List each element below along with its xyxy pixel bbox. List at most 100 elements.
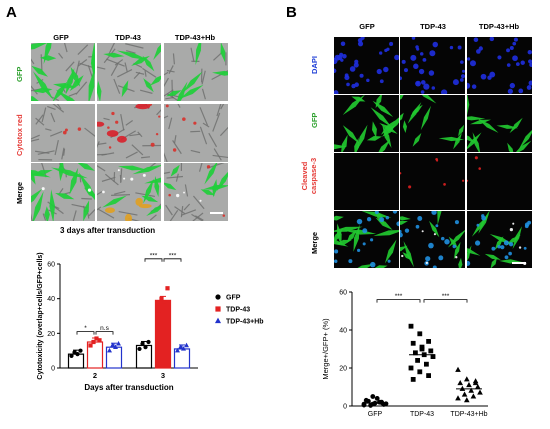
- panel-a-scale-bar: [210, 212, 223, 214]
- legend-label: TDP-43: [226, 307, 250, 314]
- data-point: [461, 391, 468, 397]
- bar-gfp: [135, 344, 153, 369]
- panel-b-letter: B: [286, 4, 297, 21]
- significance-bracket: [144, 258, 163, 262]
- data-point: [72, 350, 77, 355]
- data-point: [463, 376, 470, 382]
- x-tick-label: TDP-43+Hb: [450, 411, 487, 418]
- data-point: [366, 398, 371, 404]
- panel-b-micrograph-r4c1: [334, 211, 399, 268]
- data-point: [113, 344, 118, 349]
- significance-label: n.s: [100, 325, 109, 332]
- data-point: [383, 401, 389, 407]
- x-tick-label: 2: [93, 371, 97, 380]
- significance-bracket: [376, 299, 421, 303]
- data-point: [146, 339, 151, 345]
- data-point: [181, 346, 186, 351]
- panel-a-row-gfp: GFP: [15, 66, 24, 82]
- data-point: [137, 346, 142, 352]
- panel-a-micrograph-r3c3: [164, 163, 228, 221]
- data-point: [162, 300, 167, 305]
- data-point: [410, 377, 416, 382]
- data-point: [370, 394, 376, 399]
- data-point: [78, 348, 83, 353]
- significance-label: ***: [395, 293, 403, 300]
- data-point: [361, 401, 367, 407]
- panel-b-micrograph-r2c1: [334, 95, 399, 152]
- y-tick-label: 20: [47, 331, 55, 338]
- panel-a-row-cytotox: Cytotox red: [15, 114, 24, 156]
- data-point: [417, 369, 423, 375]
- panel-a-micrograph-r2c2: [97, 104, 161, 162]
- panel-a-micrograph-r2c3: [164, 104, 228, 162]
- significance-bracket: [76, 331, 95, 335]
- data-point: [419, 344, 425, 350]
- data-point: [466, 381, 472, 388]
- data-point: [75, 352, 80, 357]
- panel-b-col-tdp43: TDP-43: [420, 22, 446, 31]
- panel-b-col-gfp: GFP: [359, 22, 375, 31]
- data-point: [457, 380, 464, 386]
- panel-b-micrograph-r4c3: [467, 211, 532, 268]
- panel-b-micrograph-r2c3: [467, 95, 532, 152]
- panel-b-micrograph-r1c2: [400, 37, 465, 94]
- data-point: [156, 308, 161, 313]
- data-point: [91, 339, 96, 345]
- panel-a-letter: A: [6, 4, 17, 21]
- legend-label: GFP: [226, 295, 241, 302]
- x-axis-label: Days after transduction: [84, 383, 173, 392]
- data-point: [474, 383, 481, 389]
- y-tick-label: 40: [339, 328, 347, 335]
- significance-bracket: [95, 331, 114, 335]
- panel-b-row-merge: Merge: [310, 231, 319, 254]
- data-point: [472, 380, 479, 386]
- panel-b-dot-plot: 0 20 40 60 Merge+/GFP+ (%) GFP TDP-43 TDP-43+Hb…: [321, 290, 488, 418]
- data-point: [413, 350, 418, 356]
- y-axis-label: Cytotoxicity (overlap+cells/GFP+cells): [37, 252, 44, 379]
- data-point: [426, 373, 431, 378]
- significance-bracket: [163, 258, 182, 262]
- y-tick-label: 20: [339, 366, 347, 373]
- data-point: [97, 338, 102, 343]
- data-point: [116, 340, 121, 346]
- data-point: [165, 286, 170, 291]
- data-point: [424, 361, 429, 367]
- panel-b-micrograph-r3c1: [334, 153, 399, 210]
- data-point: [374, 396, 380, 401]
- panel-a-col-gfp: GFP: [53, 33, 69, 42]
- x-tick-label: GFP: [368, 411, 383, 418]
- panel-b-micrograph-r2c2: [400, 95, 465, 152]
- panel-b-row-caspase-label: Cleaved caspase-3: [300, 157, 318, 195]
- data-point: [178, 344, 183, 349]
- panel-a-micrograph-r1c2: [97, 43, 161, 101]
- panel-a-row-merge: Merge: [15, 181, 24, 204]
- legend-marker: [215, 306, 221, 312]
- data-point: [110, 342, 115, 348]
- panel-b-micrograph-r3c3: [467, 153, 532, 210]
- y-tick-label: 0: [51, 366, 55, 373]
- panel-a-col-tdp43hb: TDP-43+Hb: [174, 33, 216, 42]
- data-point: [159, 296, 164, 301]
- significance-label: ***: [150, 252, 158, 259]
- panel-b-row-dapi: DAPI: [310, 56, 319, 74]
- data-point: [426, 338, 431, 344]
- data-point: [463, 397, 470, 403]
- data-point: [459, 385, 466, 391]
- data-point: [69, 353, 74, 358]
- x-tick-label: TDP-43: [410, 411, 434, 418]
- data-point: [372, 400, 378, 406]
- data-point: [455, 366, 461, 372]
- significance-label: *: [84, 325, 87, 332]
- data-point: [428, 348, 434, 354]
- data-point: [421, 352, 427, 358]
- panel-b-micrograph-r3c2: [400, 153, 465, 210]
- legend-marker: [215, 294, 221, 300]
- panel-a-micrograph-r2c1: [31, 104, 95, 162]
- panel-a-col-tdp43: TDP-43: [115, 33, 141, 42]
- data-point: [379, 400, 384, 405]
- panel-a-micrograph-r1c3: [164, 43, 228, 101]
- x-tick-label: 3: [161, 371, 165, 380]
- legend-marker: [214, 317, 222, 324]
- significance-bracket: [423, 299, 468, 303]
